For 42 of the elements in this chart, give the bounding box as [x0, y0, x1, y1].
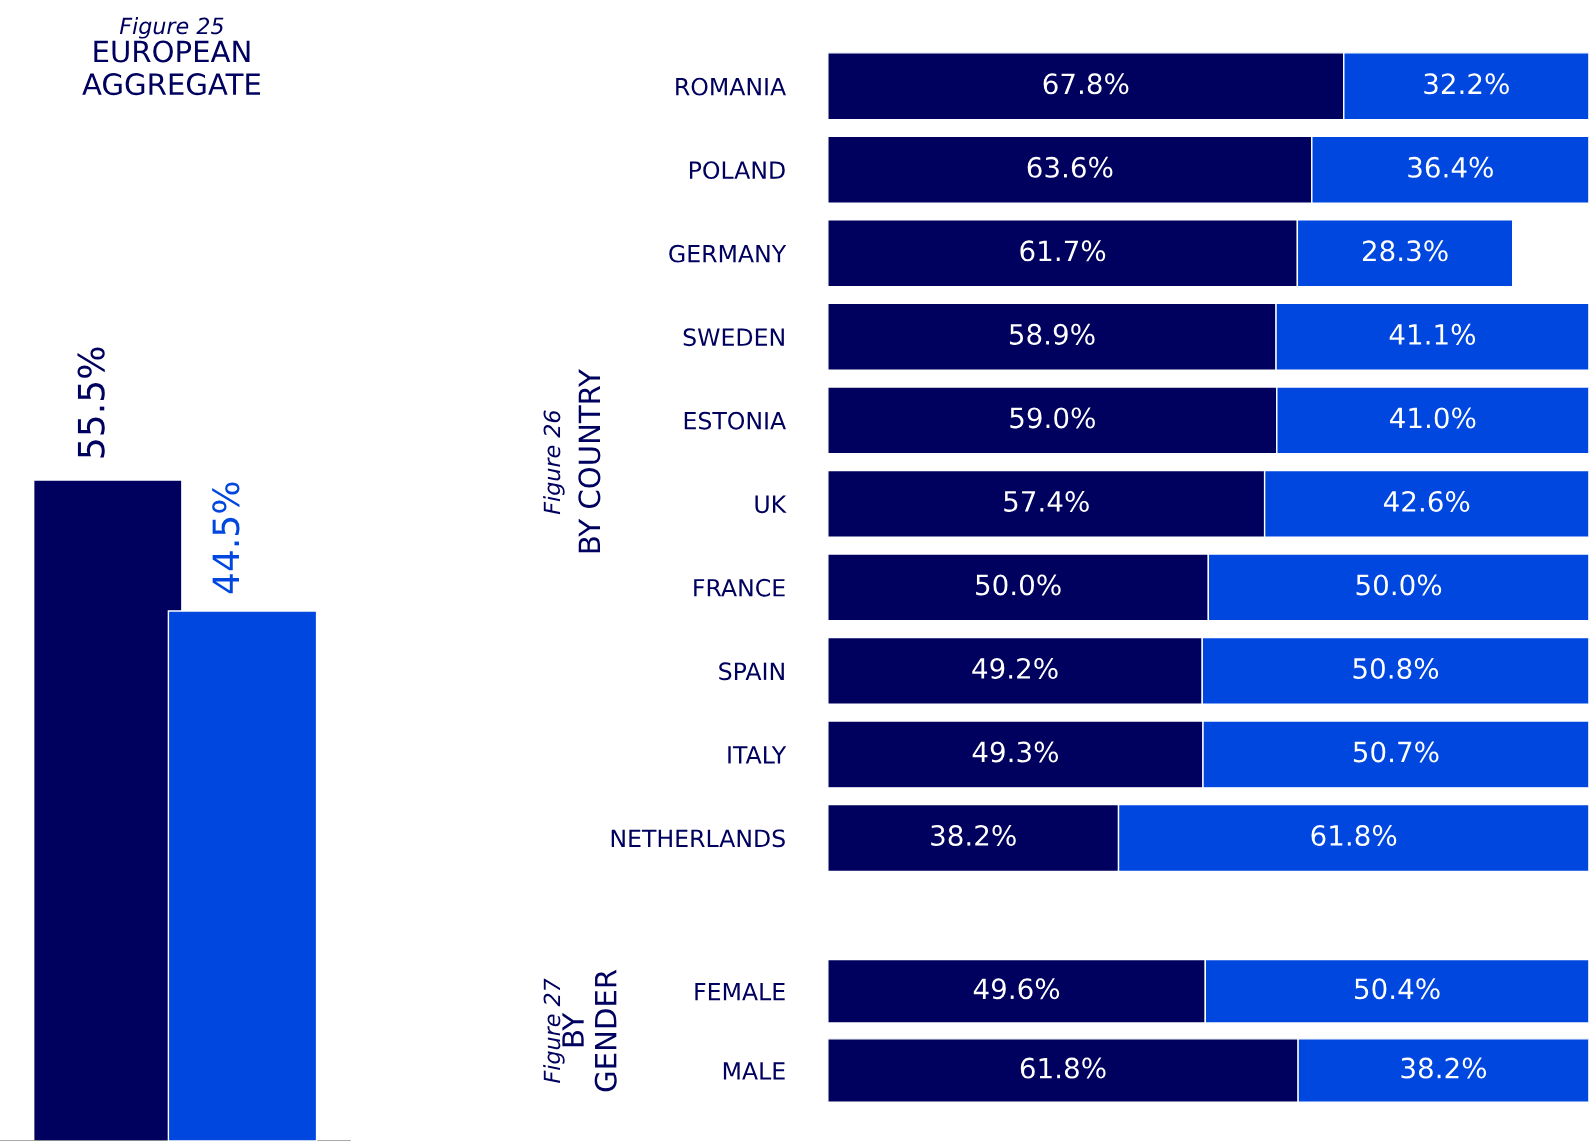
data-label: 50.0% [1356, 574, 1442, 596]
data-label: 55.5% [77, 347, 105, 458]
data-label: 28.3% [1362, 240, 1448, 262]
y-tick-label: SWEDEN [683, 328, 784, 347]
y-tick-label: SPAIN [719, 662, 784, 681]
data-label: 63.6% [1027, 156, 1113, 178]
data-label: 61.7% [1020, 240, 1106, 262]
data-label: 50.0% [976, 574, 1061, 596]
y-tick-label: ROMANIA [676, 77, 786, 96]
data-label: 36.4% [1408, 156, 1493, 178]
y-tick-label: POLAND [689, 161, 785, 180]
data-label: 50.4% [1355, 978, 1440, 1000]
y-tick-label: FRANCE [694, 578, 785, 597]
data-label: 44.5% [212, 482, 240, 594]
data-label: 50.8% [1353, 657, 1439, 679]
data-label: 42.6% [1383, 490, 1470, 512]
data-label: 67.8% [1043, 73, 1129, 95]
y-tick-label: GERMANY [669, 244, 787, 263]
chart-title: EUROPEAN AGGREGATE [82, 40, 261, 96]
y-tick-label: UK [755, 495, 787, 514]
data-label: 38.2% [1401, 1057, 1487, 1079]
data-label: 38.2% [931, 825, 1016, 847]
text: BY COUNTRY [578, 369, 601, 553]
data-label: 41.1% [1389, 323, 1476, 345]
data-label: 61.8% [1020, 1057, 1106, 1079]
text: Figure 26 [543, 410, 565, 515]
chart-subtitle: Figure 25 [119, 17, 224, 39]
data-label: 50.7% [1353, 741, 1439, 763]
data-label: 41.0% [1390, 407, 1476, 429]
y-tick-label: MALE [723, 1062, 785, 1080]
data-label: 59.0% [1010, 407, 1095, 429]
data-label: 32.2% [1424, 73, 1509, 95]
y-tick-label: FEMALE [695, 983, 785, 1001]
y-tick-label: NETHERLANDS [611, 829, 785, 848]
data-label: 49.6% [973, 978, 1060, 1000]
data-label: 57.4% [1004, 490, 1089, 512]
y-tick-label: ESTONIA [684, 411, 786, 430]
data-label: 61.8% [1311, 825, 1397, 847]
data-label: 49.2% [972, 657, 1058, 679]
data-label: 58.9% [1009, 323, 1095, 345]
y-tick-label: ITALY [728, 746, 787, 764]
data-label: 49.3% [972, 741, 1059, 763]
